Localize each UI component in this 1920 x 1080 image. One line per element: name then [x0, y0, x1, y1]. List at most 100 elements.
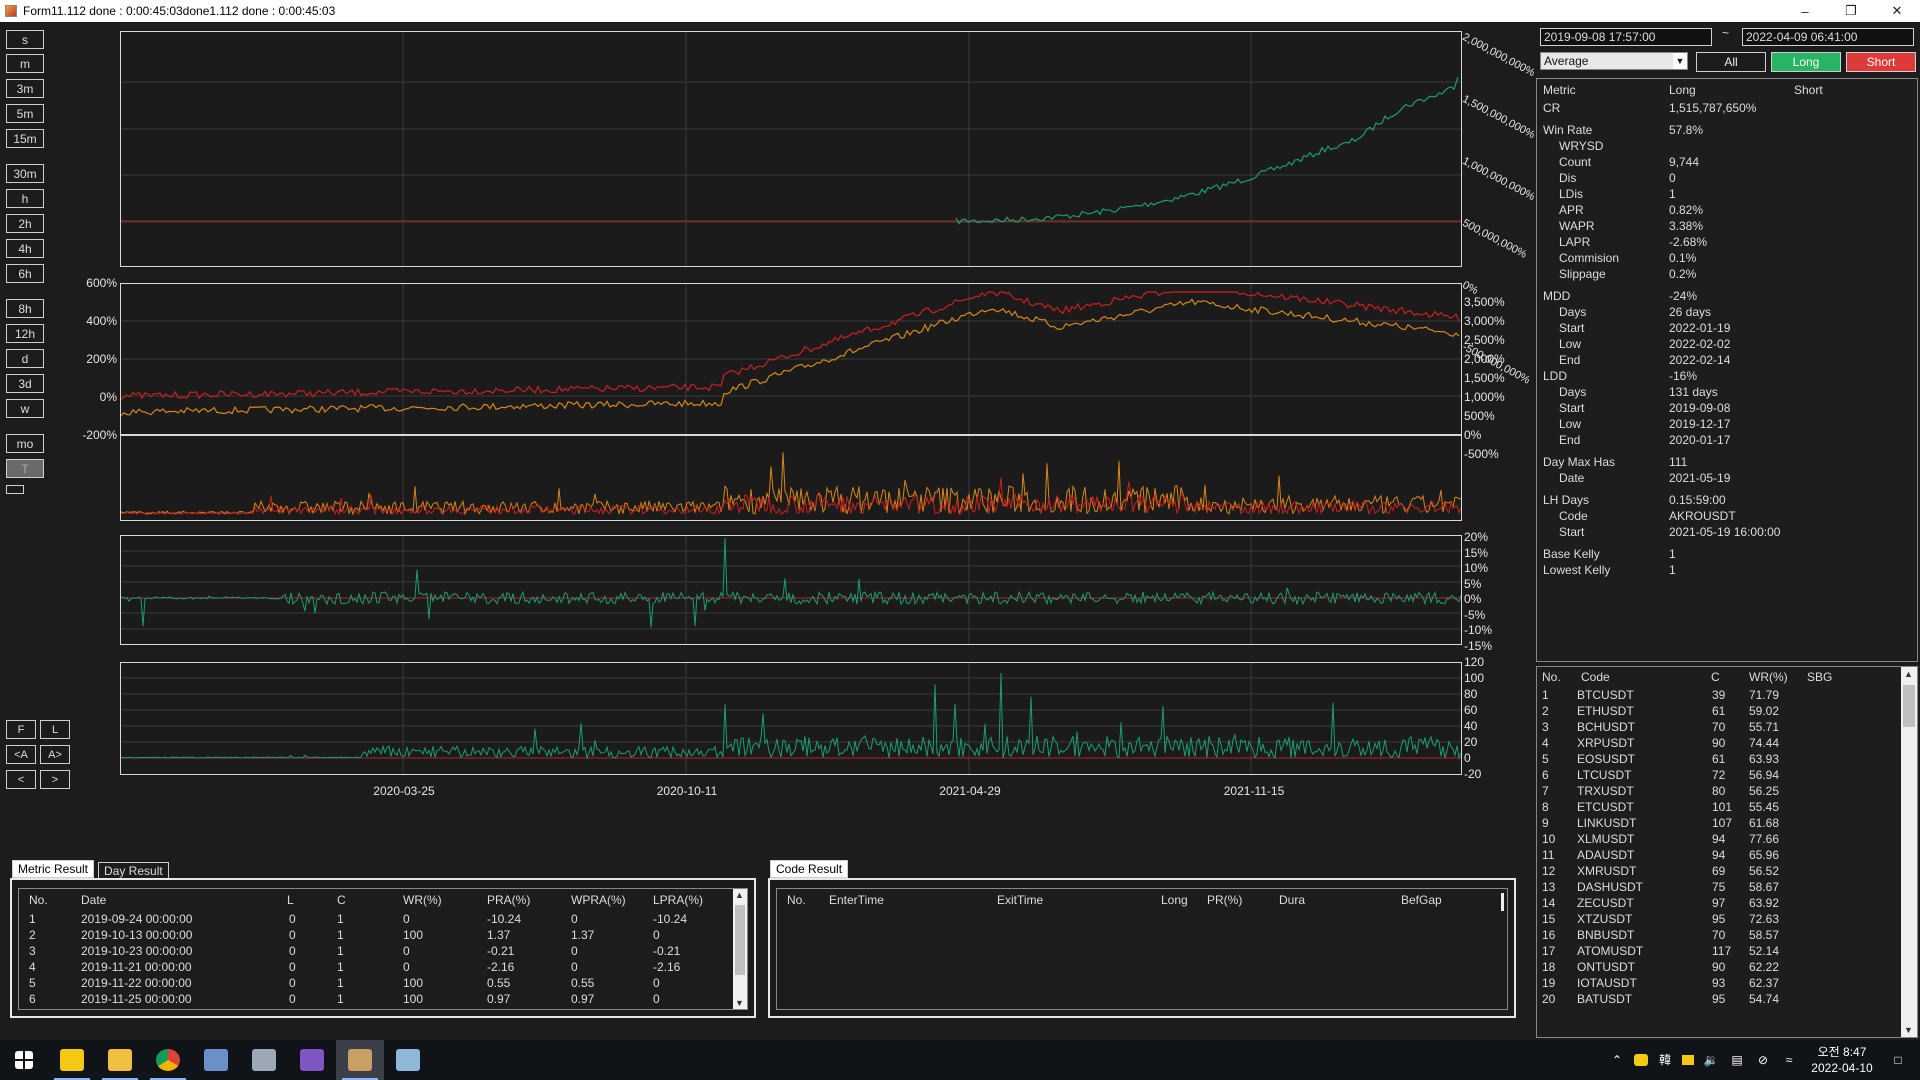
scroll-down-icon[interactable]: ▼ [735, 998, 744, 1008]
code-list-row[interactable]: 12 XMRUSDT 69 56.52 [1537, 863, 1897, 879]
timeframe-button-2[interactable]: 3m [6, 79, 44, 98]
return-chart-panel[interactable] [120, 283, 1462, 435]
wifi-icon[interactable]: ≈ [1785, 1053, 1793, 1067]
metric-result-row[interactable]: 1 2019-09-24 00:00:00 0 1 0 -10.24 0 -10.24 [19, 911, 729, 927]
notepad-taskbar-button[interactable] [384, 1040, 432, 1080]
all-button[interactable]: All [1696, 52, 1766, 72]
chat-tray-icon[interactable] [1682, 1055, 1694, 1065]
code-list-row[interactable]: 5 EOSUSDT 61 63.93 [1537, 751, 1897, 767]
metric-result-row[interactable]: 6 2019-11-25 00:00:00 0 1 100 0.97 0.97 0 [19, 991, 729, 1007]
nav-button-prev[interactable]: < [6, 770, 36, 789]
file-explorer-taskbar-button[interactable] [96, 1040, 144, 1080]
start-date-input[interactable]: 2019-09-08 17:57:00 [1540, 28, 1712, 46]
nav-button-prev-page[interactable]: <A [6, 745, 36, 764]
scroll-up-icon[interactable]: ▲ [1904, 669, 1913, 679]
code-cell: 101 [1712, 800, 1733, 814]
mode-select[interactable]: Average ▼ [1540, 52, 1688, 70]
timeframe-button-14[interactable]: w [6, 399, 44, 418]
code-list-row[interactable]: 2 ETHUSDT 61 59.02 [1537, 703, 1897, 719]
code-list-scrollbar[interactable]: ▲ ▼ [1901, 667, 1917, 1037]
code-list-row[interactable]: 18 ONTUSDT 90 62.22 [1537, 959, 1897, 975]
volume-icon[interactable]: 🔉 [1703, 1053, 1719, 1067]
ime-icon[interactable]: 韓 [1658, 1053, 1671, 1067]
metric-result-row[interactable]: 3 2019-10-23 00:00:00 0 1 0 -0.21 0 -0.21 [19, 943, 729, 959]
network-icon[interactable]: ▤ [1731, 1053, 1743, 1067]
tab-code-result[interactable]: Code Result [770, 860, 849, 878]
timeframe-button-11[interactable]: 12h [6, 324, 44, 343]
clock[interactable]: 오전 8:47 2022-04-10 [1802, 1044, 1882, 1076]
kakaotalk-taskbar-button[interactable] [48, 1040, 96, 1080]
minimize-icon[interactable]: – [1801, 3, 1809, 19]
code-result-grid[interactable]: No. EnterTime ExitTime Long PR(%) Dura BefGap [776, 888, 1508, 1010]
code-list-row[interactable]: 17 ATOMUSDT 117 52.14 [1537, 943, 1897, 959]
winform-app-taskbar-button[interactable] [336, 1040, 384, 1080]
metric-result-row[interactable]: 2 2019-10-13 00:00:00 0 1 100 1.37 1.37 0 [19, 927, 729, 943]
timeframe-button-7[interactable]: 2h [6, 214, 44, 233]
remote-desktop-taskbar-button[interactable] [240, 1040, 288, 1080]
timeframe-button-13[interactable]: 3d [6, 374, 44, 393]
code-list-row[interactable]: 8 ETCUSDT 101 55.45 [1537, 799, 1897, 815]
code-list-row[interactable]: 10 XLMUSDT 94 77.66 [1537, 831, 1897, 847]
chevron-down-icon[interactable]: ▼ [1673, 53, 1687, 69]
equity-chart-panel[interactable] [120, 31, 1462, 267]
scroll-up-icon[interactable]: ▲ [735, 890, 744, 900]
start-taskbar-button[interactable] [0, 1040, 48, 1080]
action-center-icon[interactable]: □ [1894, 1053, 1902, 1067]
code-list-row[interactable]: 6 LTCUSDT 72 56.94 [1537, 767, 1897, 783]
notification-off-icon[interactable]: ⊘ [1757, 1053, 1769, 1067]
metric-result-grid[interactable]: No. Date L C WR(%) PRA(%) WPRA(%) LPRA(%) 1 2019… [18, 888, 748, 1010]
metric-result-scrollbar[interactable]: ▲ ▼ [733, 889, 747, 1009]
panel-toggle-button[interactable] [6, 485, 24, 494]
nav-button-next[interactable]: > [40, 770, 70, 789]
code-list-row[interactable]: 7 TRXUSDT 80 56.25 [1537, 783, 1897, 799]
code-list-row[interactable]: 3 BCHUSDT 70 55.71 [1537, 719, 1897, 735]
metric-summary-grid[interactable]: Metric Long Short CR 1,515,787,650% Win Ra… [1536, 78, 1918, 662]
code-list-row[interactable]: 15 XTZUSDT 95 72.63 [1537, 911, 1897, 927]
timeframe-button-1[interactable]: m [6, 54, 44, 73]
code-list-row[interactable]: 4 XRPUSDT 90 74.44 [1537, 735, 1897, 751]
timeframe-button-9[interactable]: 6h [6, 264, 44, 283]
code-list-row[interactable]: 19 IOTAUSDT 93 62.37 [1537, 975, 1897, 991]
code-list-row[interactable]: 11 ADAUSDT 94 65.96 [1537, 847, 1897, 863]
timeframe-button-12[interactable]: d [6, 349, 44, 368]
metric-name: LH Days [1543, 493, 1590, 507]
volatility-chart-panel[interactable] [120, 435, 1462, 521]
daily-return-chart-panel[interactable] [120, 535, 1462, 645]
code-list-row[interactable]: 16 BNBUSDT 70 58.57 [1537, 927, 1897, 943]
kakaotalk-tray-icon[interactable] [1634, 1054, 1648, 1066]
tab-metric-result[interactable]: Metric Result [12, 860, 95, 878]
metric-long-value: 0.15:59:00 [1669, 493, 1726, 507]
visual-studio-taskbar-button[interactable] [288, 1040, 336, 1080]
nav-button-next-page[interactable]: A> [40, 745, 70, 764]
long-button[interactable]: Long [1771, 52, 1841, 72]
code-list-row[interactable]: 13 DASHUSDT 75 58.67 [1537, 879, 1897, 895]
metric-result-row[interactable]: 4 2019-11-21 00:00:00 0 1 0 -2.16 0 -2.16 [19, 959, 729, 975]
nav-button-l[interactable]: L [40, 720, 70, 739]
code-list-row[interactable]: 1 BTCUSDT 39 71.79 [1537, 687, 1897, 703]
timeframe-button-4[interactable]: 15m [6, 129, 44, 148]
code-list-grid[interactable]: No. Code C WR(%) SBG 1 BTCUSDT 39 71.79 2 ETH… [1536, 666, 1918, 1038]
timeframe-button-10[interactable]: 8h [6, 299, 44, 318]
network-app-taskbar-button[interactable] [192, 1040, 240, 1080]
column-resize-handle[interactable] [1501, 893, 1504, 911]
short-button[interactable]: Short [1846, 52, 1916, 72]
restore-icon[interactable]: ❐ [1845, 3, 1857, 18]
timeframe-button-15[interactable]: mo [6, 434, 44, 453]
timeframe-button-5[interactable]: 30m [6, 164, 44, 183]
code-list-row[interactable]: 14 ZECUSDT 97 63.92 [1537, 895, 1897, 911]
close-icon[interactable]: ✕ [1891, 3, 1903, 18]
timeframe-button-6[interactable]: h [6, 189, 44, 208]
code-list-row[interactable]: 20 BATUSDT 95 54.74 [1537, 991, 1897, 1007]
nav-button-f[interactable]: F [6, 720, 36, 739]
timeframe-button-0[interactable]: s [6, 30, 44, 49]
chrome-taskbar-button[interactable] [144, 1040, 192, 1080]
timeframe-button-16[interactable]: T [6, 459, 44, 478]
scroll-down-icon[interactable]: ▼ [1904, 1025, 1913, 1035]
chevron-up-icon[interactable]: ⌃ [1611, 1053, 1623, 1067]
timeframe-button-3[interactable]: 5m [6, 104, 44, 123]
count-chart-panel[interactable] [120, 662, 1462, 775]
end-date-input[interactable]: 2022-04-09 06:41:00 [1742, 28, 1914, 46]
code-list-row[interactable]: 9 LINKUSDT 107 61.68 [1537, 815, 1897, 831]
timeframe-button-8[interactable]: 4h [6, 239, 44, 258]
metric-result-row[interactable]: 5 2019-11-22 00:00:00 0 1 100 0.55 0.55 0 [19, 975, 729, 991]
